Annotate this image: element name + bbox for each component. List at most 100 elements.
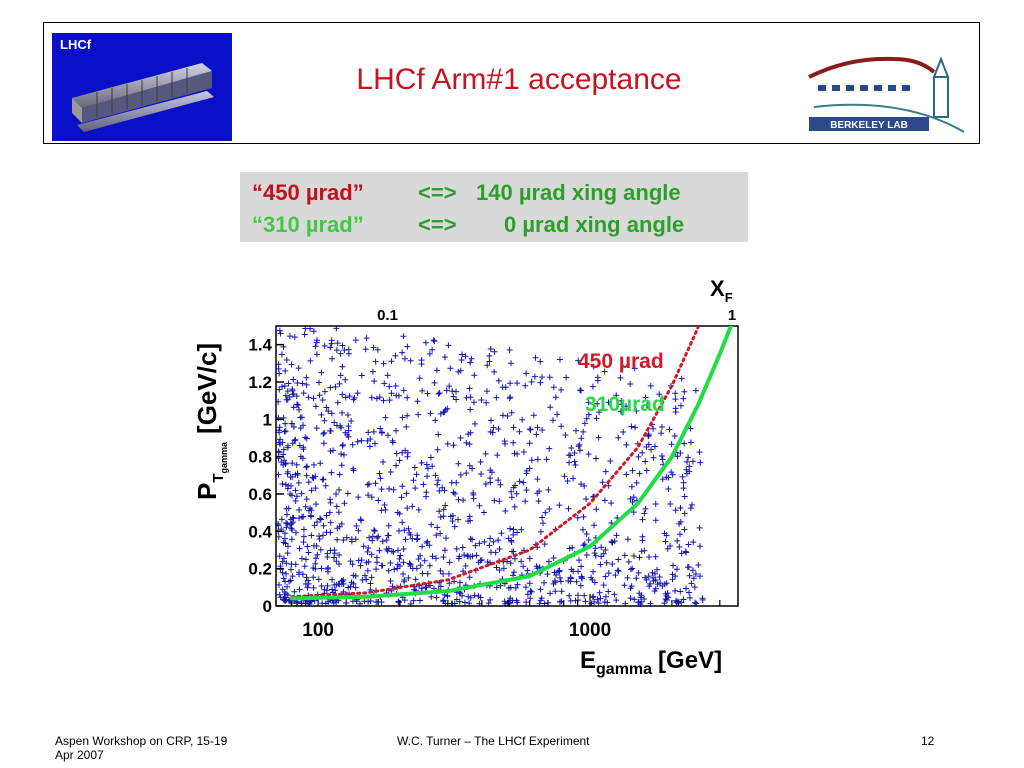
scatter-point <box>394 561 401 568</box>
scatter-point <box>461 599 468 606</box>
scatter-point <box>359 576 366 583</box>
scatter-point <box>412 485 419 492</box>
scatter-point <box>307 505 314 512</box>
scatter-point <box>300 422 307 429</box>
scatter-point <box>291 334 298 341</box>
scatter-point <box>324 554 331 561</box>
scatter-point <box>344 411 351 418</box>
scatter-point <box>289 440 296 447</box>
scatter-point <box>677 402 684 409</box>
scatter-point <box>303 381 310 388</box>
scatter-point <box>287 566 294 573</box>
scatter-point <box>334 340 341 347</box>
scatter-point <box>691 584 698 591</box>
scatter-point <box>627 566 634 573</box>
scatter-point <box>417 597 424 604</box>
scatter-point <box>399 349 406 356</box>
scatter-point <box>534 490 541 497</box>
scatter-point <box>608 538 615 545</box>
scatter-point <box>602 547 609 554</box>
scatter-point <box>470 399 477 406</box>
y-tick-label: 0.4 <box>248 522 272 541</box>
scatter-point <box>455 516 462 523</box>
scatter-point <box>287 491 294 498</box>
scatter-point <box>353 523 360 530</box>
scatter-point <box>384 532 391 539</box>
scatter-point <box>658 430 665 437</box>
scatter-point <box>540 520 547 527</box>
scatter-point <box>510 531 517 538</box>
scatter-point <box>376 470 383 477</box>
scatter-point <box>476 540 483 547</box>
scatter-point <box>394 547 401 554</box>
scatter-point <box>578 573 585 580</box>
scatter-point <box>367 580 374 587</box>
scatter-point <box>296 442 303 449</box>
scatter-point <box>673 566 680 573</box>
scatter-point <box>496 545 503 552</box>
scatter-point <box>308 532 315 539</box>
scatter-point <box>317 516 324 523</box>
scatter-point <box>432 555 439 562</box>
scatter-point <box>282 420 289 427</box>
scatter-point <box>508 538 515 545</box>
scatter-point <box>284 388 291 395</box>
scatter-point <box>400 571 407 578</box>
scatter-point <box>402 536 409 543</box>
scatter-point <box>643 467 650 474</box>
scatter-point <box>383 537 390 544</box>
scatter-point <box>300 390 307 397</box>
scatter-point <box>346 393 353 400</box>
scatter-point <box>453 545 460 552</box>
scatter-point <box>490 424 497 431</box>
scatter-point <box>601 497 608 504</box>
footer-left: Aspen Workshop on CRP, 15-19 Apr 2007 <box>55 734 227 762</box>
scatter-point <box>642 574 649 581</box>
scatter-point <box>300 533 307 540</box>
scatter-point <box>572 461 579 468</box>
scatter-point <box>332 383 339 390</box>
scatter-point <box>645 441 652 448</box>
scatter-point <box>352 573 359 580</box>
scatter-point <box>687 505 694 512</box>
scatter-point <box>561 473 568 480</box>
scatter-point <box>533 563 540 570</box>
scatter-point <box>685 541 692 548</box>
scatter-point <box>338 424 345 431</box>
scatter-point <box>281 535 288 542</box>
scatter-point <box>580 513 587 520</box>
scatter-point <box>320 476 327 483</box>
scatter-point <box>671 432 678 439</box>
scatter-point <box>336 471 343 478</box>
scatter-point <box>388 358 395 365</box>
scatter-point <box>278 351 285 358</box>
scatter-point <box>327 344 334 351</box>
scatter-point <box>583 415 590 422</box>
scatter-point <box>318 565 325 572</box>
scatter-point <box>337 350 344 357</box>
scatter-point <box>543 456 550 463</box>
scatter-point <box>510 484 517 491</box>
scatter-point <box>526 426 533 433</box>
scatter-point <box>415 411 422 418</box>
scatter-point <box>432 472 439 479</box>
scatter-point <box>426 350 433 357</box>
scatter-point <box>570 475 577 482</box>
scatter-point <box>613 532 620 539</box>
scatter-point <box>541 541 548 548</box>
scatter-point <box>355 557 362 564</box>
scatter-point <box>296 586 303 593</box>
scatter-point <box>344 431 351 438</box>
scatter-point <box>526 440 533 447</box>
scatter-point <box>539 514 546 521</box>
scatter-point <box>319 397 326 404</box>
scatter-point <box>379 562 386 569</box>
scatter-point <box>659 456 666 463</box>
scatter-point <box>329 586 336 593</box>
scatter-point <box>292 436 299 443</box>
scatter-point <box>369 368 376 375</box>
scatter-point <box>491 348 498 355</box>
scatter-point <box>591 599 598 606</box>
scatter-point <box>598 544 605 551</box>
scatter-point <box>526 465 533 472</box>
